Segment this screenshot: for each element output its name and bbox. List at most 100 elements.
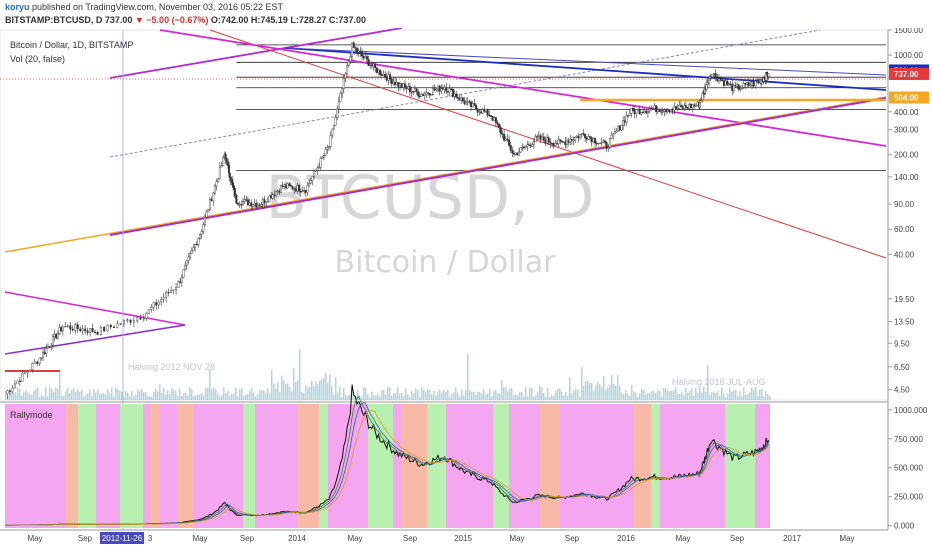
trend-lines[interactable] (0, 28, 888, 530)
time-tick-label: 2017 (783, 534, 801, 543)
candle-body (94, 331, 97, 333)
candle-body (240, 204, 243, 206)
volume-bar (545, 396, 547, 400)
candle-body (273, 194, 276, 196)
volume-bar (55, 387, 57, 400)
volume-bar (63, 396, 65, 400)
volume-bar (421, 387, 423, 400)
candle-body (565, 140, 568, 145)
price-chart[interactable]: BTCUSD, D Bitcoin / Dollar Halving 2012 … (0, 28, 932, 550)
candle-body (656, 109, 659, 113)
blue-resistance-line[interactable] (284, 47, 887, 91)
price-axis[interactable]: 1500.001000.00700.00500.00400.00300.0020… (888, 28, 923, 395)
orange-trend-line[interactable] (4, 96, 887, 253)
candle-body (572, 139, 575, 141)
volume-bar (81, 389, 83, 400)
volume-bar (607, 387, 609, 400)
candle-body (496, 122, 499, 125)
candle-body (86, 330, 89, 333)
volume-bar (723, 393, 725, 400)
volume-bar (627, 393, 629, 400)
candle-body (165, 291, 168, 298)
volume-bar (697, 392, 699, 400)
blue-upper-line[interactable] (284, 47, 887, 76)
candle-body (375, 67, 378, 73)
candle-body (592, 138, 595, 143)
candle-body (435, 88, 438, 91)
candle-body (357, 50, 360, 53)
candle-body (299, 191, 302, 193)
volume-bar (689, 390, 691, 400)
dashed-channel-line[interactable] (109, 29, 821, 158)
red-diagonal-line[interactable] (209, 29, 887, 259)
rally-tick-label: 500.000 (894, 464, 923, 473)
volume-bar (45, 387, 47, 400)
candle-body (595, 142, 598, 145)
candle-body (184, 265, 187, 271)
symbol-line: BITSTAMP:BTCUSD, D 737.00 ▼ −5.00 (−0.67… (5, 15, 366, 25)
candle-body (694, 105, 697, 107)
volume-bar (585, 381, 587, 400)
volume-bar (15, 393, 17, 400)
volume-bar (263, 390, 265, 400)
volume-bar (695, 387, 697, 400)
candle-body (716, 77, 719, 82)
candle-body (109, 324, 112, 328)
volume-bar (139, 391, 141, 400)
volume-bar (537, 391, 539, 400)
volume-bar (701, 392, 703, 400)
volume-bar (667, 390, 669, 400)
volume-bar (235, 387, 237, 400)
volume-bar (685, 387, 687, 400)
volume-bar (527, 396, 529, 400)
volume-bar (437, 391, 439, 400)
time-tick-label: May (192, 534, 207, 543)
volume-bar (691, 388, 693, 400)
candle-body (280, 185, 283, 193)
candle-body (291, 186, 294, 190)
volume-bar (151, 396, 153, 400)
candle-body (210, 199, 213, 202)
candle-body (683, 105, 686, 109)
candle-body (367, 59, 370, 67)
volume-bar (637, 396, 639, 400)
price-tick-label: 6.50 (894, 363, 910, 372)
candle-body (21, 372, 24, 382)
candle-body (356, 48, 359, 53)
candle-body (441, 88, 444, 90)
candle-body (397, 82, 400, 87)
volume-bar (441, 392, 443, 400)
volume-bar (171, 388, 173, 400)
candle-body (379, 69, 382, 75)
time-axis[interactable]: May Sep 2012-11-26 3 May Sep 2014 May Sep 2015 May… (27, 532, 855, 544)
candle-body (222, 157, 225, 166)
candle-body (301, 190, 304, 192)
purple-channel-top-line[interactable] (109, 28, 403, 79)
volume-bar (393, 392, 395, 400)
magenta-resistance-line[interactable] (159, 29, 887, 147)
volume-bar (505, 387, 507, 400)
volume-bar (247, 394, 249, 400)
volume-bar (317, 383, 319, 400)
candle-body (741, 87, 744, 89)
candle-body (569, 139, 572, 143)
rallymode-zone (540, 404, 560, 528)
candle-body (150, 306, 153, 310)
volume-bar (591, 383, 593, 400)
author-link[interactable]: koryu (5, 2, 30, 12)
volume-bar (405, 388, 407, 400)
volume-bar (703, 386, 705, 400)
volume-bar (5, 390, 7, 400)
purple-support-line[interactable] (109, 97, 887, 236)
candle-body (433, 88, 436, 91)
candle-body (536, 136, 539, 138)
triangle-bottom-line[interactable] (4, 324, 186, 355)
volume-bar (321, 379, 323, 400)
volume-bar (763, 396, 765, 400)
triangle-top-line[interactable] (4, 291, 186, 326)
candle-body (116, 323, 119, 328)
volume-bar (443, 390, 445, 400)
price-tick-label: 19.50 (894, 295, 915, 304)
candle-body (623, 120, 626, 123)
volume-bar (559, 388, 561, 400)
